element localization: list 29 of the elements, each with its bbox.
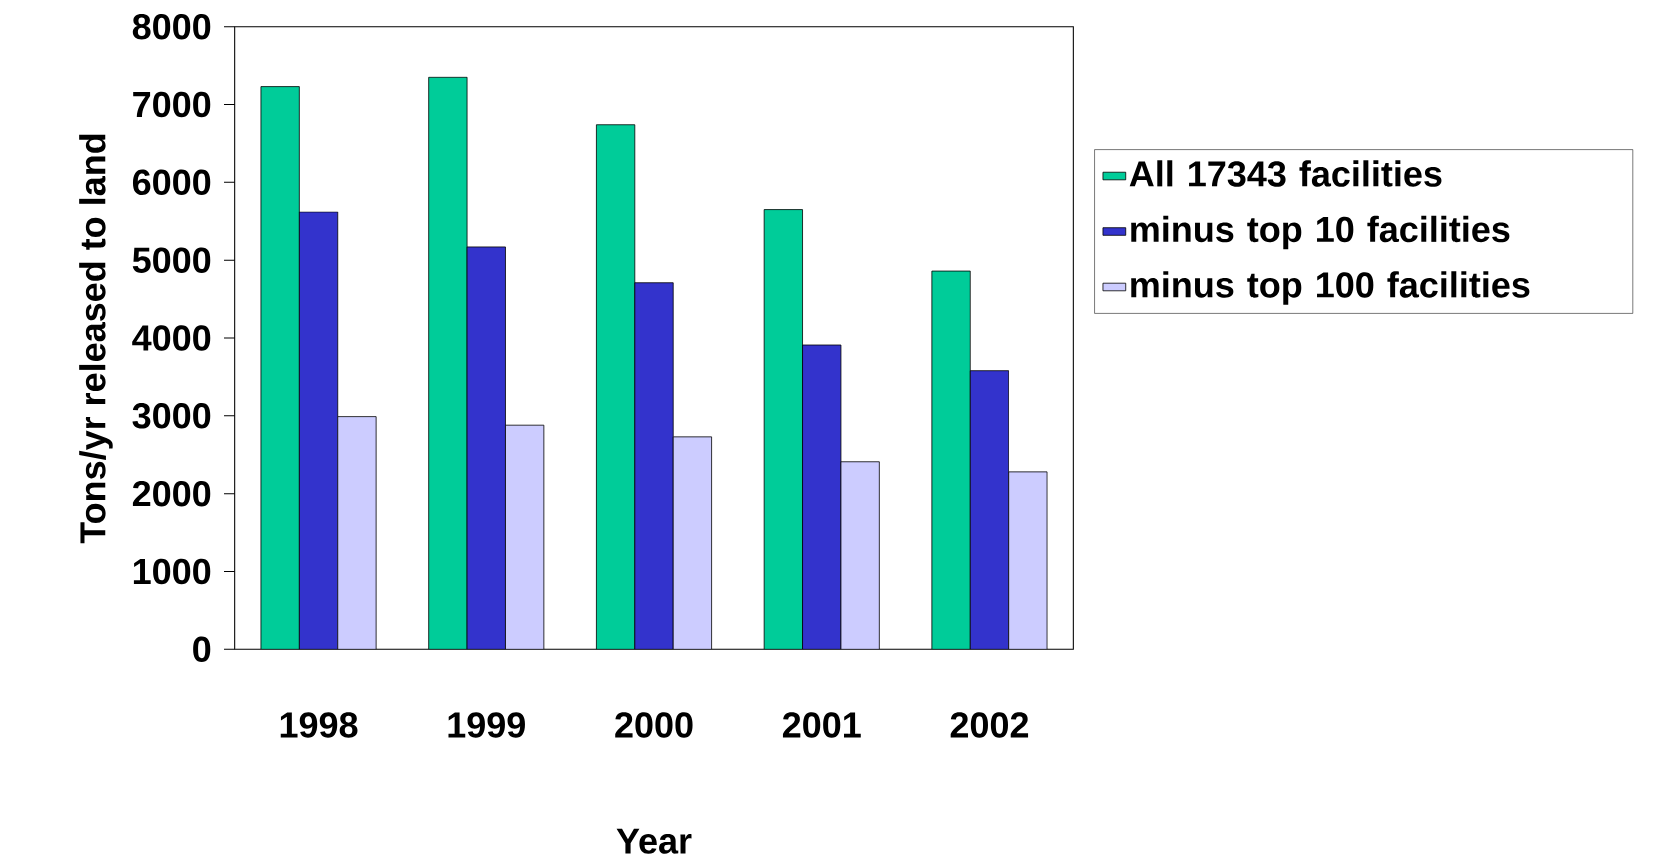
bar <box>596 124 636 650</box>
bar <box>840 461 880 650</box>
y-tick-label: 5000 <box>132 247 211 274</box>
bar <box>505 424 545 650</box>
bar <box>672 436 713 650</box>
legend-label: minus top 10 facilities <box>1131 215 1510 250</box>
bar <box>260 86 300 650</box>
x-tick-label: 2002 <box>950 712 1029 738</box>
y-tick-label: 1000 <box>133 558 211 585</box>
legend-label: All 17343 facilities <box>1129 160 1442 187</box>
y-tick-label: 0 <box>193 636 211 663</box>
y-tick-label: 4000 <box>132 325 211 351</box>
y-tick-label: 6000 <box>132 169 211 196</box>
y-tick-label: 7000 <box>133 91 211 118</box>
bar <box>337 416 377 650</box>
y-tick-label: 2000 <box>132 481 211 507</box>
bar <box>428 76 468 650</box>
x-tick-label: 1999 <box>448 712 525 738</box>
legend-label: minus top 100 facilities <box>1131 271 1530 305</box>
bar <box>763 209 803 650</box>
x-tick-label: 1998 <box>280 712 358 738</box>
y-axis-title: Tons/yr released to land <box>79 134 113 544</box>
y-tick-label: 8000 <box>132 14 211 40</box>
bar <box>1008 471 1048 650</box>
x-axis-title: Year <box>616 828 692 854</box>
y-tick-label: 3000 <box>132 403 211 429</box>
x-tick-label: 2000 <box>615 712 693 738</box>
bar <box>931 270 971 650</box>
x-tick-label: 2001 <box>782 712 861 738</box>
